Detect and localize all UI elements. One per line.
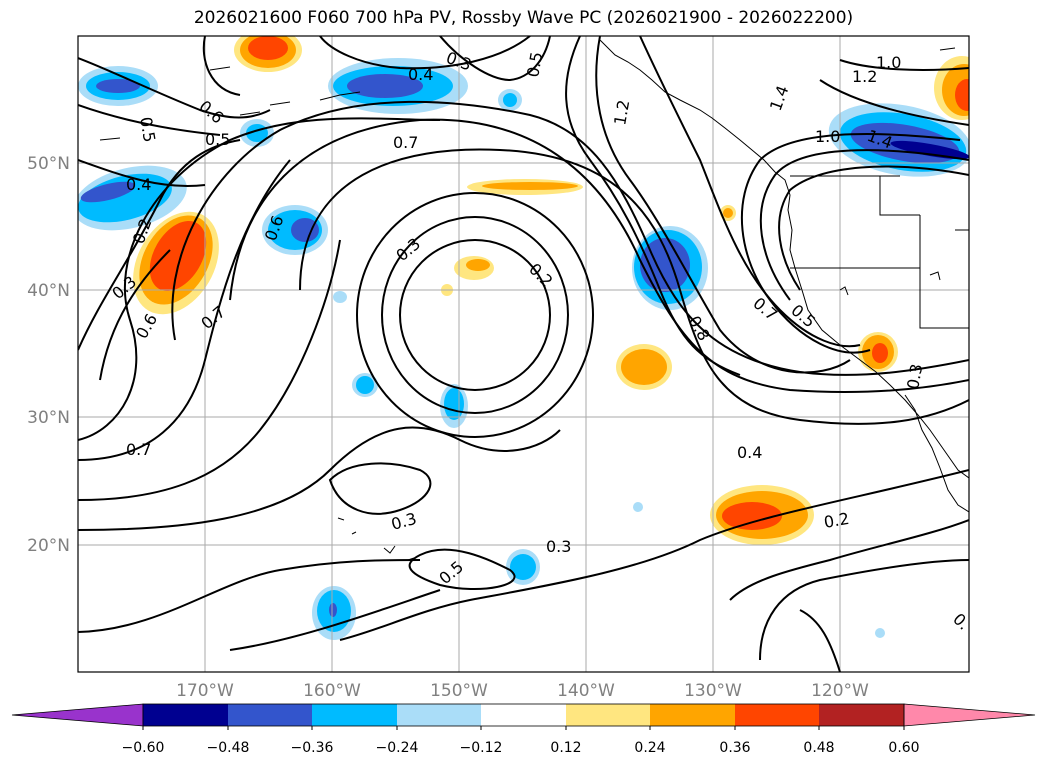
colorbar xyxy=(11,703,1036,730)
chart-title: 2026021600 F060 700 hPa PV, Rossby Wave … xyxy=(193,8,854,28)
contour-label: 1.2 xyxy=(852,67,877,86)
lat-label: 50°N xyxy=(27,154,70,174)
contour-label: 0.5 xyxy=(205,130,230,149)
contour-label: 0.4 xyxy=(126,175,151,194)
colorbar-segment xyxy=(312,704,397,726)
colorbar-outline xyxy=(142,703,905,727)
colorbar-tick: −0.12 xyxy=(460,740,503,756)
colorbar-segment xyxy=(143,704,228,726)
colorbar-tick: 0.36 xyxy=(719,740,750,756)
colorbar-tick-labels: −0.60 −0.48 −0.36 −0.24 −0.12 0.12 0.24 … xyxy=(122,740,920,756)
contour-label: 0.7 xyxy=(393,133,418,152)
longitude-labels: 170°W 160°W 150°W 140°W 130°W 120°W xyxy=(176,681,869,701)
colorbar-tick: 0.12 xyxy=(550,740,581,756)
contour-label: 0.5 xyxy=(136,115,159,143)
map-frame xyxy=(77,35,970,673)
pv-anomaly-shading xyxy=(78,36,969,640)
contour-label: 0.4 xyxy=(737,443,762,462)
lon-label: 170°W xyxy=(176,681,234,701)
lon-label: 120°W xyxy=(811,681,869,701)
contour-label: 0.5 xyxy=(523,50,546,78)
lat-label: 30°N xyxy=(27,408,70,428)
colorbar-tick: 0.48 xyxy=(803,740,834,756)
colorbar-segment xyxy=(481,704,566,726)
lat-label: 20°N xyxy=(27,536,70,556)
colorbar-segment xyxy=(650,704,735,726)
colorbar-extend-low xyxy=(11,703,144,727)
lon-label: 140°W xyxy=(557,681,615,701)
colorbar-tick: −0.48 xyxy=(207,740,250,756)
colorbar-tick: 0.60 xyxy=(888,740,919,756)
colorbar-segment xyxy=(566,704,650,726)
colorbar-tick: −0.60 xyxy=(122,740,165,756)
coastlines xyxy=(99,39,969,561)
lat-label: 40°N xyxy=(27,281,70,301)
contour-label: 1.0 xyxy=(876,53,901,72)
contour-label: 0.7 xyxy=(126,440,151,459)
lon-label: 150°W xyxy=(430,681,488,701)
contour-label: 1.0 xyxy=(815,127,840,146)
contour-label: 1.2 xyxy=(610,98,633,126)
contour-label: 0.4 xyxy=(408,65,433,84)
colorbar-segment xyxy=(735,704,819,726)
colorbar-tick: −0.36 xyxy=(291,740,334,756)
colorbar-segment xyxy=(819,704,904,726)
colorbar-segment xyxy=(397,704,481,726)
pv-contours xyxy=(78,36,969,672)
contour-label: 0.3 xyxy=(903,362,926,390)
colorbar-extend-high xyxy=(903,703,1036,727)
lon-label: 130°W xyxy=(684,681,742,701)
colorbar-tick: −0.24 xyxy=(376,740,419,756)
latitude-labels: 50°N 40°N 30°N 20°N xyxy=(27,154,70,556)
colorbar-segment xyxy=(228,704,312,726)
contour-label: 0.3 xyxy=(546,537,571,556)
colorbar-tick: 0.24 xyxy=(634,740,665,756)
contour-label: 0.2 xyxy=(822,509,850,532)
lon-label: 160°W xyxy=(303,681,361,701)
